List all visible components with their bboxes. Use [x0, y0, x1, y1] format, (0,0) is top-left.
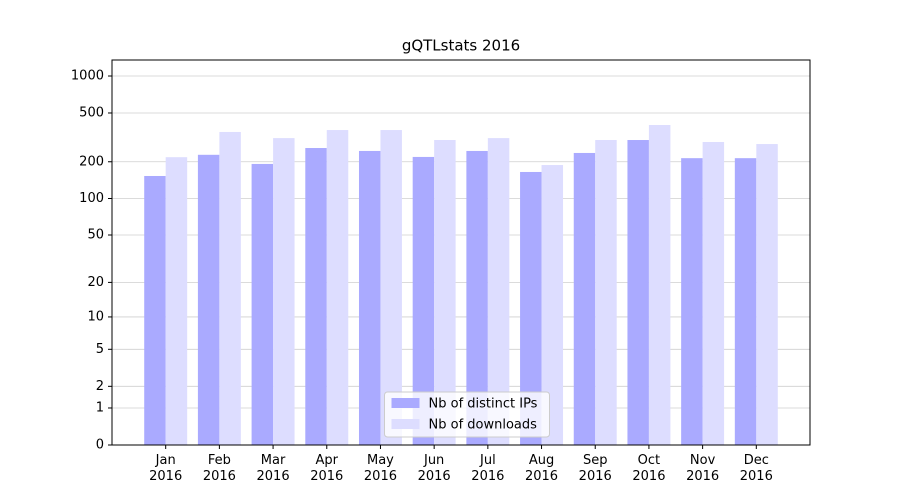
bar [520, 171, 542, 445]
bar [487, 138, 510, 446]
x-tick-label: Aug 2016 [524, 453, 559, 484]
plot-frame [111, 59, 811, 446]
y-tick-label: 2 [96, 379, 104, 394]
bar [197, 154, 220, 445]
bar [734, 158, 757, 446]
bar [273, 138, 295, 446]
x-tick-label: Jun 2016 [417, 453, 451, 484]
x-tick-label: Dec 2016 [739, 453, 773, 484]
bar [595, 140, 617, 445]
bar [434, 140, 456, 445]
x-tick-label: Mar 2016 [256, 453, 290, 484]
y-tick-label: 1 [96, 400, 104, 415]
bar [466, 150, 488, 445]
x-tick-label: Jul 2016 [471, 453, 505, 484]
bar [358, 150, 381, 445]
bar [648, 125, 671, 445]
x-tick-label: May 2016 [363, 453, 397, 484]
x-tick-label: Sep 2016 [578, 453, 612, 484]
x-tick-label: Feb 2016 [202, 453, 236, 484]
y-tick-label: 100 [79, 191, 104, 206]
bar [219, 131, 241, 446]
bar [681, 158, 703, 446]
legend-swatch [391, 398, 420, 408]
y-tick-label: 500 [79, 105, 104, 120]
bar [412, 156, 435, 445]
legend-box [384, 391, 550, 438]
x-tick-label: Oct 2016 [632, 453, 666, 484]
bar [251, 163, 274, 446]
y-tick-label: 20 [87, 275, 104, 290]
bar [573, 152, 596, 445]
y-tick-label: 5 [96, 342, 104, 357]
bar [380, 130, 402, 445]
legend-label: Nb of distinct IPs [429, 397, 538, 412]
bar [627, 140, 649, 445]
y-tick-label: 10 [87, 309, 104, 324]
bar [165, 157, 188, 445]
x-tick-label: Jan 2016 [149, 453, 183, 484]
x-tick-label: Nov 2016 [686, 453, 720, 484]
bar [305, 148, 327, 445]
bar [326, 130, 349, 445]
bar [144, 175, 166, 445]
legend-label: Nb of downloads [429, 418, 538, 433]
bar [756, 144, 778, 445]
legend-swatch [391, 419, 420, 429]
y-tick-label: 50 [87, 228, 104, 243]
y-tick-label: 1000 [71, 69, 104, 84]
chart-title: gQTLstats 2016 [402, 37, 520, 55]
y-tick-label: 200 [79, 154, 104, 169]
bar [702, 141, 725, 445]
bar [541, 165, 564, 445]
x-tick-label: Apr 2016 [310, 453, 344, 484]
y-tick-label: 0 [96, 438, 104, 453]
